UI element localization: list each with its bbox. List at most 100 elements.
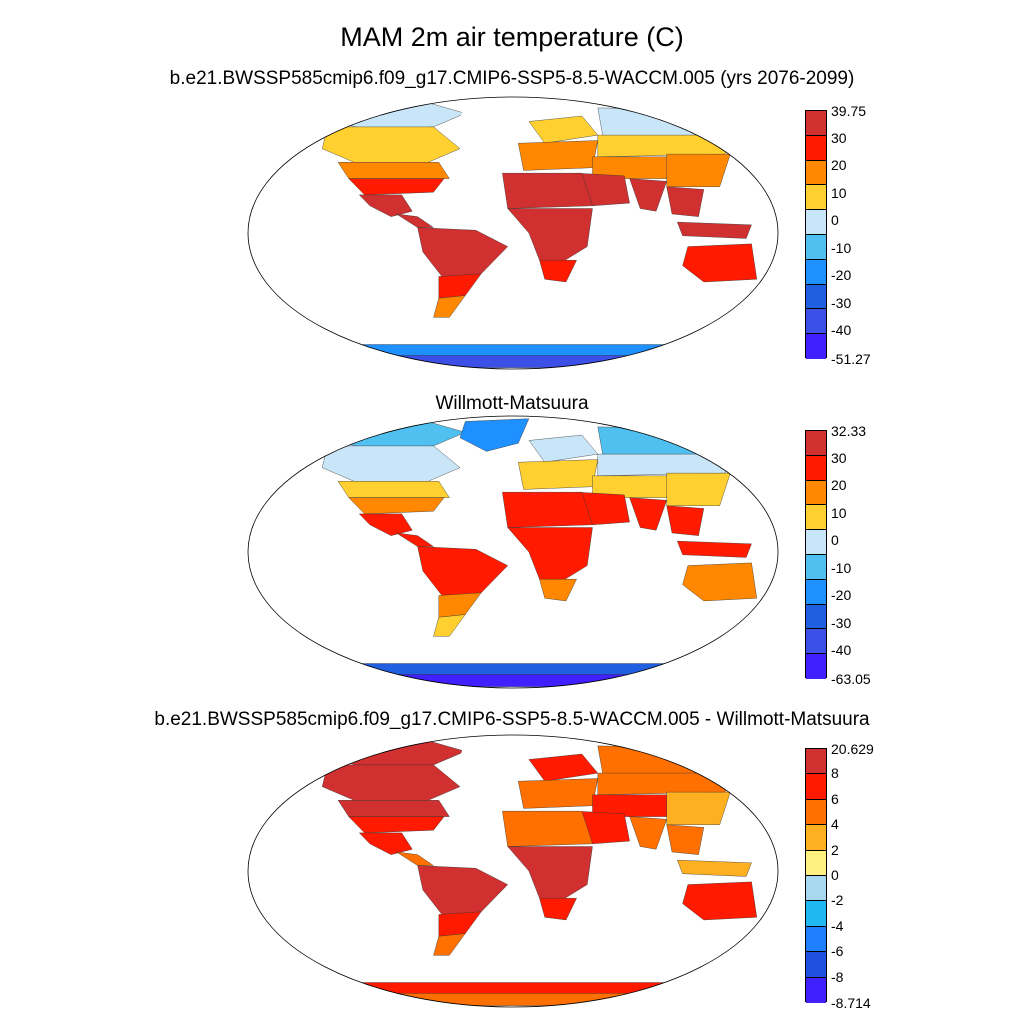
colorbar-label: -40 [831, 322, 852, 339]
colorbar-label: -4 [831, 917, 844, 934]
colorbar-box [806, 926, 826, 953]
colorbar-box [806, 234, 826, 260]
region-south-america-south [438, 911, 482, 937]
colorbar-label: 30 [831, 129, 847, 146]
region-russia [597, 134, 736, 158]
colorbar-box [806, 952, 826, 978]
colorbar-box [806, 749, 826, 775]
colorbar-model [805, 110, 827, 359]
colorbar-label: 20 [831, 157, 847, 174]
colorbar-label: -2 [831, 892, 844, 909]
region-south-africa [539, 578, 577, 602]
region-north-africa [502, 810, 593, 847]
region-usa-north [337, 162, 450, 179]
region-patagonia [433, 933, 466, 956]
region-russia [597, 772, 736, 796]
region-africa [507, 208, 593, 264]
region-china [666, 153, 731, 187]
region-siberia [597, 107, 747, 139]
colorbar-box [806, 210, 826, 235]
region-central-america [396, 532, 435, 547]
colorbar-label: 10 [831, 504, 847, 521]
region-canada [321, 126, 461, 163]
region-north-africa [502, 172, 593, 209]
colorbar-label: 0 [831, 867, 839, 883]
region-china [666, 791, 731, 825]
colorbar-label: -63.05 [831, 671, 871, 687]
colorbar-box [806, 505, 826, 531]
map-outline [247, 415, 779, 689]
map-outline [247, 96, 779, 370]
region-india [629, 497, 667, 531]
region-south-america-south [438, 273, 482, 299]
region-australia [682, 881, 758, 921]
colorbar-label: -10 [831, 239, 852, 256]
region-arctic-canada [332, 737, 466, 768]
panel-title-model: b.e21.BWSSP585cmip6.f09_g17.CMIP6-SSP5-8… [169, 68, 855, 89]
region-usa-south [348, 816, 445, 834]
region-south-america-north [417, 865, 509, 918]
colorbar-label: 8 [831, 765, 839, 782]
region-china [666, 472, 731, 506]
colorbar-box [806, 530, 826, 555]
region-south-africa [539, 897, 577, 921]
colorbar-label: 0 [831, 212, 839, 229]
map-obs [247, 415, 779, 689]
region-usa-south [348, 178, 445, 196]
colorbar-box [806, 455, 826, 481]
region-india [629, 178, 667, 212]
colorbar-box [806, 875, 826, 902]
region-patagonia [433, 295, 466, 318]
region-new-zealand [756, 281, 773, 299]
region-europe-north [528, 434, 599, 463]
region-siberia [597, 745, 747, 777]
region-russia [597, 453, 736, 477]
colorbar-box [806, 284, 826, 310]
colorbar-label: 32.33 [831, 423, 867, 439]
colorbar-box [806, 825, 826, 851]
colorbar-label: 10 [831, 184, 847, 201]
region-indonesia [677, 540, 752, 558]
colorbar-label: 2 [831, 841, 839, 858]
region-north-africa [502, 491, 593, 528]
region-se-asia [666, 186, 705, 217]
region-arctic-canada [332, 418, 466, 449]
region-australia [682, 243, 758, 283]
region-south-africa [539, 259, 577, 283]
region-canada [321, 445, 461, 482]
colorbar-label: 4 [831, 816, 839, 833]
colorbar-label: 30 [831, 449, 847, 466]
colorbar-label: -51.27 [831, 351, 871, 367]
region-indonesia [677, 221, 752, 239]
region-usa-north [337, 800, 450, 817]
colorbar-label: 0 [831, 532, 839, 549]
colorbar-label: -8.714 [831, 995, 871, 1011]
colorbar-label: -10 [831, 559, 852, 576]
figure-title: MAM 2m air temperature (C) [340, 22, 684, 52]
colorbar-box [806, 654, 826, 679]
region-usa-north [337, 481, 450, 498]
region-europe-north [528, 115, 599, 144]
colorbar-box [806, 431, 826, 456]
region-australia [682, 562, 758, 602]
colorbar-label: 6 [831, 790, 839, 807]
colorbar-label: -6 [831, 943, 844, 960]
region-africa [507, 846, 593, 902]
colorbar-label: -20 [831, 587, 852, 604]
colorbar-box [806, 774, 826, 800]
colorbar-label: 20 [831, 477, 847, 494]
colorbar-label: 39.75 [831, 103, 867, 119]
map-diff [247, 734, 779, 1008]
colorbar-box [806, 480, 826, 506]
colorbar-box [806, 554, 826, 580]
colorbar-label: 20.629 [831, 741, 874, 757]
region-central-america [396, 213, 435, 228]
colorbar-label: -40 [831, 642, 852, 659]
region-africa [507, 527, 593, 583]
region-patagonia [433, 614, 466, 637]
region-new-zealand [756, 919, 773, 937]
region-europe [518, 778, 599, 809]
colorbar-box [806, 135, 826, 161]
region-europe-north [528, 753, 599, 782]
region-se-asia [666, 505, 705, 536]
